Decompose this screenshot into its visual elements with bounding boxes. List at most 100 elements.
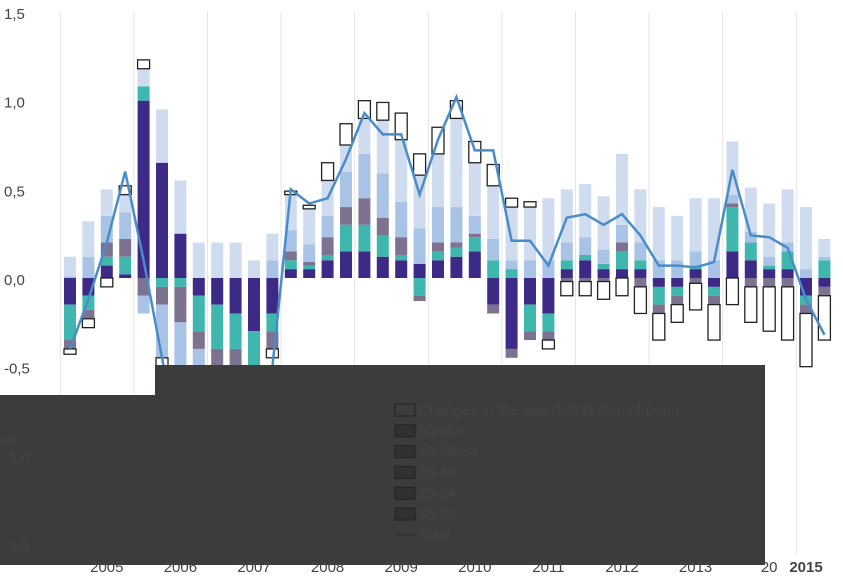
legend-label: Total bbox=[418, 527, 450, 544]
bar bbox=[248, 278, 260, 332]
y-tick-label: -0,5 bbox=[4, 361, 30, 378]
bar bbox=[395, 260, 408, 278]
annotation: atio bbox=[0, 431, 21, 446]
bar bbox=[763, 278, 776, 287]
bar bbox=[763, 256, 776, 266]
bar bbox=[505, 269, 518, 278]
bar bbox=[560, 278, 573, 282]
y-tick-label: 1,0 bbox=[4, 95, 25, 112]
legend-label: Changes in the age distribution of popu bbox=[418, 402, 679, 419]
bar bbox=[615, 277, 629, 297]
bar bbox=[82, 256, 95, 278]
bar bbox=[689, 269, 702, 278]
bar bbox=[708, 198, 720, 261]
legend-label: 15-24 bbox=[418, 506, 456, 523]
legend-swatch bbox=[394, 465, 416, 479]
bar bbox=[579, 184, 592, 238]
bar bbox=[266, 260, 279, 278]
bar bbox=[524, 304, 536, 332]
bar bbox=[358, 118, 371, 154]
bar bbox=[432, 153, 444, 208]
bar bbox=[100, 189, 113, 216]
bar bbox=[726, 203, 739, 208]
bar bbox=[468, 215, 481, 234]
bar bbox=[174, 322, 187, 376]
bar bbox=[137, 295, 150, 314]
bar bbox=[542, 260, 555, 278]
x-tick-label: 2008 bbox=[311, 559, 344, 576]
bar bbox=[652, 278, 665, 287]
bar bbox=[412, 153, 427, 176]
bar bbox=[100, 277, 114, 288]
bar bbox=[708, 260, 720, 278]
bar bbox=[432, 251, 444, 261]
bar bbox=[634, 189, 647, 243]
bar bbox=[82, 221, 95, 257]
bar bbox=[726, 207, 739, 252]
y-tick-label: 0,5 bbox=[4, 183, 25, 200]
bar bbox=[248, 331, 260, 367]
x-tick-label: 2010 bbox=[458, 559, 491, 576]
bar bbox=[707, 303, 721, 341]
bar bbox=[616, 224, 628, 243]
bar bbox=[119, 256, 132, 275]
bar bbox=[303, 269, 316, 278]
bar bbox=[505, 348, 518, 358]
bar bbox=[524, 331, 536, 341]
legend-label: 35-44 bbox=[418, 464, 456, 481]
bar bbox=[780, 286, 795, 341]
bar bbox=[321, 254, 334, 261]
legend-swatch bbox=[394, 486, 416, 500]
bar bbox=[762, 286, 776, 332]
x-tick-label: 2012 bbox=[605, 559, 638, 576]
y-tick-label: 1,5 bbox=[4, 6, 25, 23]
bar bbox=[450, 118, 463, 208]
bar bbox=[394, 112, 408, 141]
bar bbox=[211, 304, 224, 349]
legend-swatch bbox=[394, 424, 416, 438]
bar bbox=[64, 278, 76, 305]
bar bbox=[524, 278, 536, 305]
bar bbox=[156, 109, 168, 163]
bar bbox=[358, 153, 371, 199]
bar bbox=[744, 260, 757, 278]
bar bbox=[744, 278, 757, 287]
bar bbox=[688, 282, 703, 311]
bar bbox=[100, 256, 113, 266]
bar bbox=[763, 265, 776, 270]
bar bbox=[229, 278, 242, 314]
bar bbox=[376, 217, 389, 236]
y-tick-label: -1,5 bbox=[4, 538, 30, 555]
bar bbox=[597, 263, 610, 270]
bar bbox=[818, 278, 831, 287]
bar bbox=[284, 269, 297, 278]
bar bbox=[156, 162, 168, 278]
legend-label: 60/65+ bbox=[418, 423, 465, 440]
bar bbox=[211, 242, 224, 278]
bar bbox=[340, 171, 352, 208]
bar bbox=[634, 242, 647, 261]
plot-area bbox=[59, 12, 832, 554]
bar bbox=[468, 233, 481, 238]
bar bbox=[597, 278, 610, 282]
bar bbox=[321, 215, 334, 238]
bar bbox=[340, 251, 352, 278]
bar bbox=[303, 244, 316, 263]
bar bbox=[395, 254, 408, 261]
bar bbox=[413, 295, 426, 302]
bar bbox=[432, 242, 444, 252]
bar bbox=[634, 278, 647, 287]
bar bbox=[395, 201, 408, 238]
bar bbox=[229, 313, 242, 349]
bar bbox=[670, 303, 684, 323]
bar bbox=[211, 278, 224, 305]
bar bbox=[468, 162, 481, 216]
bar bbox=[119, 238, 132, 257]
bar bbox=[81, 318, 96, 329]
bar bbox=[616, 153, 628, 225]
bar bbox=[192, 278, 205, 296]
bar bbox=[302, 204, 316, 210]
bar bbox=[432, 260, 444, 278]
bar bbox=[64, 304, 76, 341]
bar bbox=[781, 278, 794, 287]
